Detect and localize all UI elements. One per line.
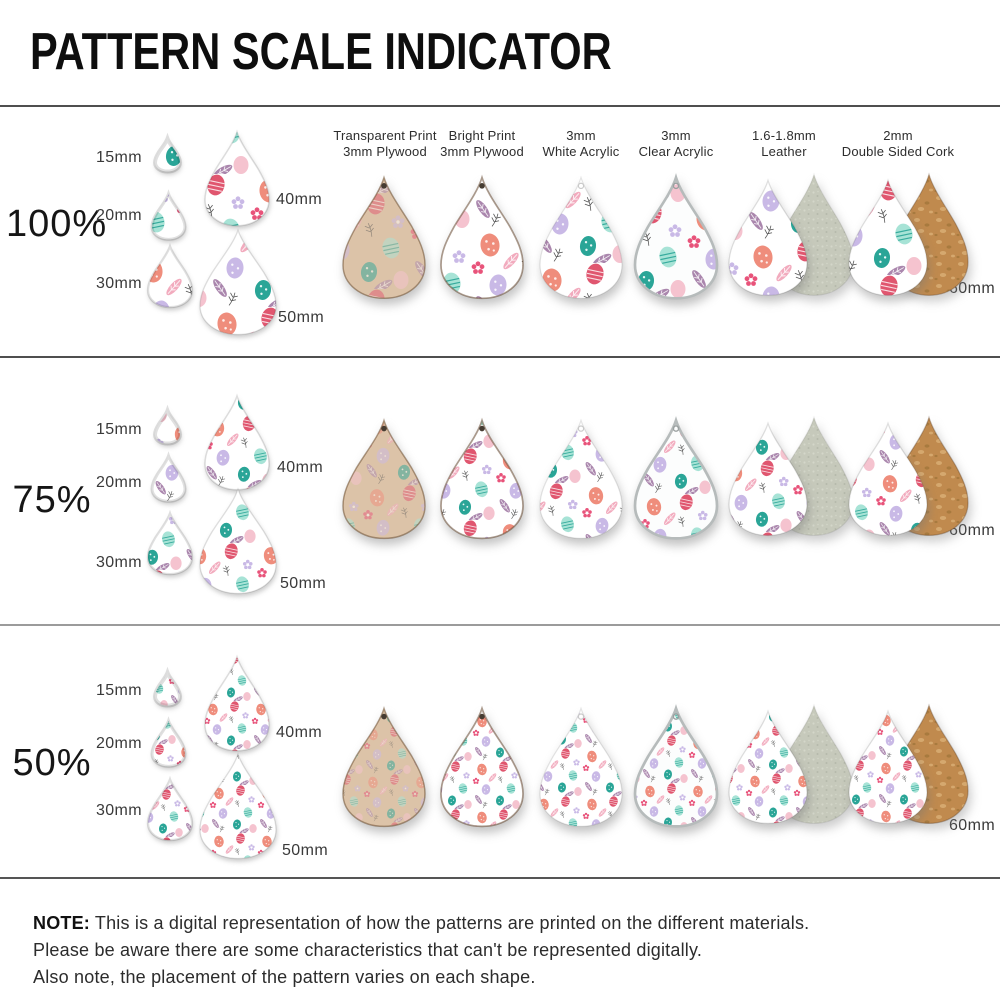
material-drop-leather-front-75 <box>729 421 807 537</box>
size-label-40mm: 40mm <box>277 459 324 476</box>
size-label-15mm: 15mm <box>95 149 142 166</box>
sample-drop-50mm-100 <box>200 228 276 336</box>
size-label-60mm: 60mm <box>949 817 996 834</box>
row-scale-label-75: 75% <box>12 479 92 521</box>
separator-line <box>0 877 1000 879</box>
material-drop-bright-print-plywood-100 <box>441 175 523 300</box>
size-label-60mm: 60mm <box>949 522 996 539</box>
material-drop-bright-print-plywood-75 <box>441 418 523 540</box>
material-drop-transparent-print-plywood-75 <box>343 418 425 540</box>
material-drop-leather-front-100 <box>729 178 807 297</box>
size-label-15mm: 15mm <box>95 682 142 699</box>
size-label-50mm: 50mm <box>282 842 329 859</box>
size-label-20mm: 20mm <box>95 474 142 491</box>
sample-drop-40mm-50 <box>205 655 269 752</box>
note-text: NOTE: This is a digital representation o… <box>33 913 810 987</box>
size-label-40mm: 40mm <box>276 724 323 741</box>
size-label-30mm: 30mm <box>95 554 142 571</box>
separator-line <box>0 105 1000 107</box>
material-header-clear-acrylic: 3mm Clear Acrylic <box>638 128 714 159</box>
sample-drop-30mm-75 <box>148 512 192 575</box>
material-drop-white-acrylic-75 <box>540 418 622 540</box>
sample-drop-40mm-75 <box>205 394 269 491</box>
sample-drop-20mm-100 <box>152 193 185 240</box>
material-header-leather: 1.6-1.8mm Leather <box>752 128 816 159</box>
size-label-20mm: 20mm <box>95 735 142 752</box>
sample-drop-20mm-75 <box>152 455 185 502</box>
size-label-50mm: 50mm <box>278 309 325 326</box>
size-label-15mm: 15mm <box>95 421 142 438</box>
material-drop-transparent-print-plywood-100 <box>343 175 425 300</box>
size-label-20mm: 20mm <box>95 207 142 224</box>
material-drop-transparent-print-plywood-50 <box>343 706 425 828</box>
material-header-double-sided-cork: 2mm Double Sided Cork <box>841 128 955 159</box>
sample-drop-15mm-50 <box>155 672 180 706</box>
sample-drop-50mm-75 <box>200 487 276 595</box>
size-label-30mm: 30mm <box>95 802 142 819</box>
material-drop-cork-front-75 <box>849 421 927 537</box>
material-drop-cork-front-50 <box>849 709 927 825</box>
sample-drop-50mm-50 <box>200 752 276 860</box>
size-label-60mm: 60mm <box>949 280 996 297</box>
material-drop-cork-front-100 <box>849 178 927 297</box>
size-label-40mm: 40mm <box>276 191 323 208</box>
material-drop-leather-front-50 <box>729 709 807 825</box>
page-title: PATTERN SCALE INDICATOR <box>30 23 612 81</box>
row-scale-label-50: 50% <box>12 742 92 784</box>
sample-drop-30mm-100 <box>148 245 192 308</box>
size-label-50mm: 50mm <box>280 575 327 592</box>
sample-drop-40mm-100 <box>205 130 269 227</box>
sample-drop-15mm-100 <box>155 138 180 172</box>
separator-line <box>0 624 1000 626</box>
separator-line <box>0 356 1000 358</box>
size-label-30mm: 30mm <box>95 275 142 292</box>
sample-drop-30mm-50 <box>148 778 192 841</box>
material-drop-clear-acrylic-100 <box>635 175 717 300</box>
sample-drop-15mm-75 <box>155 410 180 444</box>
material-header-white-acrylic: 3mm White Acrylic <box>542 128 620 159</box>
note-label: NOTE: <box>33 913 90 933</box>
material-drop-clear-acrylic-50 <box>635 706 717 828</box>
material-drop-white-acrylic-50 <box>540 706 622 828</box>
material-drop-bright-print-plywood-50 <box>441 706 523 828</box>
material-drop-white-acrylic-100 <box>540 175 622 300</box>
material-header-bright-print-plywood: Bright Print 3mm Plywood <box>440 128 524 159</box>
sample-drop-20mm-50 <box>152 720 185 767</box>
row-scale-label-100: 100% <box>6 203 108 245</box>
material-header-transparent-print-plywood: Transparent Print 3mm Plywood <box>333 128 437 159</box>
material-drop-clear-acrylic-75 <box>635 418 717 540</box>
